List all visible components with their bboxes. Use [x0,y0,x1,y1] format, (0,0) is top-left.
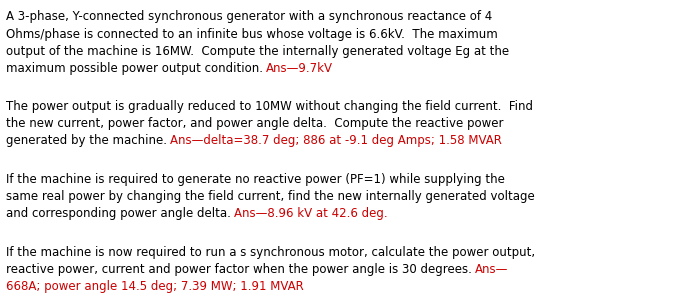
Text: Ans—: Ans— [475,263,509,276]
Text: Ans—9.7kV: Ans—9.7kV [266,62,333,75]
Text: maximum possible power output condition.: maximum possible power output condition. [6,62,266,75]
Text: Ohms/phase is connected to an infinite bus whose voltage is 6.6kV.  The maximum: Ohms/phase is connected to an infinite b… [6,28,498,40]
Text: and corresponding power angle delta.: and corresponding power angle delta. [6,207,234,220]
Text: generated by the machine.: generated by the machine. [6,135,170,148]
Text: If the machine is now required to run a s synchronous motor, calculate the power: If the machine is now required to run a … [6,246,534,259]
Text: The power output is gradually reduced to 10MW without changing the field current: The power output is gradually reduced to… [6,100,532,113]
Text: A 3-phase, Y-connected synchronous generator with a synchronous reactance of 4: A 3-phase, Y-connected synchronous gener… [6,10,492,23]
Text: Ans—8.96 kV at 42.6 deg.: Ans—8.96 kV at 42.6 deg. [234,207,388,220]
Text: output of the machine is 16MW.  Compute the internally generated voltage Eg at t: output of the machine is 16MW. Compute t… [6,45,509,58]
Text: same real power by changing the field current, find the new internally generated: same real power by changing the field cu… [6,190,534,203]
Text: If the machine is required to generate no reactive power (PF=1) while supplying : If the machine is required to generate n… [6,173,505,186]
Text: 668A; power angle 14.5 deg; 7.39 MW; 1.91 MVAR: 668A; power angle 14.5 deg; 7.39 MW; 1.9… [6,280,303,293]
Text: the new current, power factor, and power angle delta.  Compute the reactive powe: the new current, power factor, and power… [6,117,503,130]
Text: Ans—delta=38.7 deg; 886 at -9.1 deg Amps; 1.58 MVAR: Ans—delta=38.7 deg; 886 at -9.1 deg Amps… [170,135,502,148]
Text: reactive power, current and power factor when the power angle is 30 degrees.: reactive power, current and power factor… [6,263,475,276]
